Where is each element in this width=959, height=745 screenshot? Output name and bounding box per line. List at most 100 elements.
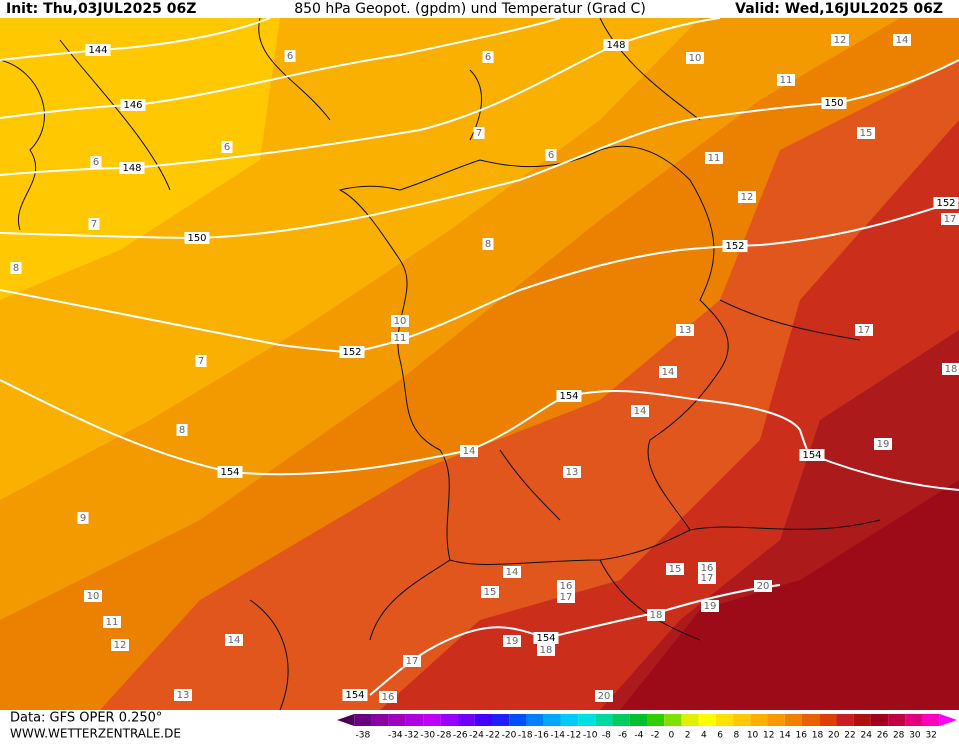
scale-label: -30 <box>420 731 435 741</box>
temperature-label: 13 <box>566 467 579 478</box>
temperature-label: 18 <box>650 610 663 621</box>
temperature-label: 15 <box>484 587 497 598</box>
geopotential-label: 146 <box>123 100 142 111</box>
scale-swatch <box>544 714 561 726</box>
scale-swatch <box>475 714 492 726</box>
geopotential-label: 154 <box>802 450 821 461</box>
scale-label: -2 <box>651 731 660 741</box>
scale-label: -26 <box>453 731 468 741</box>
temperature-label: 20 <box>757 581 770 592</box>
geopotential-label: 144 <box>88 45 107 56</box>
temperature-label: 19 <box>704 601 717 612</box>
scale-swatch <box>819 714 836 726</box>
valid-time: Valid: Wed,16JUL2025 06Z <box>735 1 943 17</box>
temperature-label: 12 <box>114 640 127 651</box>
scale-swatch <box>526 714 543 726</box>
scale-label: 18 <box>812 731 824 741</box>
scale-swatch <box>440 714 457 726</box>
scale-swatch <box>630 714 647 726</box>
scale-swatch <box>647 714 664 726</box>
geopotential-label: 148 <box>606 40 625 51</box>
scale-swatch <box>458 714 475 726</box>
temperature-label: 16 <box>560 581 573 592</box>
scale-swatch <box>699 714 716 726</box>
scale-label: 0 <box>668 731 674 741</box>
scale-label: 12 <box>763 731 774 741</box>
scale-swatch <box>354 714 371 726</box>
geopotential-label: 154 <box>345 690 364 701</box>
scale-label: 10 <box>747 731 759 741</box>
temperature-label: 13 <box>177 690 190 701</box>
scale-label: 6 <box>717 731 723 741</box>
scale-label: -12 <box>567 731 582 741</box>
temperature-label: 13 <box>679 325 692 336</box>
map-area <box>0 18 959 741</box>
temperature-label: 17 <box>701 573 714 584</box>
scale-swatch <box>802 714 819 726</box>
scale-label: 32 <box>925 731 936 741</box>
geopotential-label: 152 <box>936 198 955 209</box>
temperature-label: 16 <box>382 692 395 703</box>
temperature-label: 14 <box>634 406 647 417</box>
scale-label: -6 <box>618 731 627 741</box>
scale-label: -22 <box>485 731 500 741</box>
temperature-label: 6 <box>287 51 293 62</box>
scale-label: -32 <box>404 731 419 741</box>
data-source: Data: GFS OPER 0.250° <box>10 711 162 726</box>
temperature-label: 11 <box>708 153 721 164</box>
temperature-label: 11 <box>780 75 793 86</box>
scale-label: -18 <box>518 731 533 741</box>
scale-swatch <box>923 714 940 726</box>
scale-label: 22 <box>844 731 855 741</box>
geopotential-label: 154 <box>559 391 578 402</box>
scale-label: 4 <box>701 731 707 741</box>
temperature-label: 10 <box>689 53 702 64</box>
scale-swatch <box>681 714 698 726</box>
temperature-label: 6 <box>548 150 554 161</box>
temperature-label: 6 <box>224 142 230 153</box>
temperature-label: 6 <box>485 52 491 63</box>
temperature-label: 14 <box>463 446 476 457</box>
init-time: Init: Thu,03JUL2025 06Z <box>6 1 196 17</box>
temperature-label: 14 <box>506 567 519 578</box>
temperature-label: 14 <box>896 35 909 46</box>
geopotential-label: 150 <box>187 233 206 244</box>
scale-swatch <box>854 714 871 726</box>
scale-label: 8 <box>733 731 739 741</box>
scale-swatch <box>406 714 423 726</box>
scale-label: 2 <box>685 731 691 741</box>
temperature-label: 11 <box>106 617 119 628</box>
temperature-label: 8 <box>179 425 185 436</box>
scale-label: -34 <box>388 731 403 741</box>
scale-label: 16 <box>796 731 808 741</box>
geopotential-label: 150 <box>824 98 843 109</box>
scale-swatch <box>613 714 630 726</box>
scale-label: 20 <box>828 731 840 741</box>
scale-swatch <box>561 714 578 726</box>
temperature-label: 8 <box>485 239 491 250</box>
scale-swatch <box>888 714 905 726</box>
scale-swatch <box>785 714 802 726</box>
temperature-label: 12 <box>741 192 754 203</box>
temperature-label: 17 <box>944 214 957 225</box>
scale-label: -20 <box>502 731 517 741</box>
temperature-label: 19 <box>877 439 890 450</box>
temperature-label: 14 <box>662 367 675 378</box>
scale-label: -16 <box>534 731 549 741</box>
temperature-label: 7 <box>91 219 97 230</box>
temperature-label: 7 <box>198 356 204 367</box>
scale-swatch <box>871 714 888 726</box>
temperature-label: 17 <box>858 325 871 336</box>
scale-swatch <box>768 714 785 726</box>
scale-swatch <box>836 714 853 726</box>
scale-swatch <box>509 714 526 726</box>
scale-swatch <box>664 714 681 726</box>
scale-swatch <box>371 714 388 726</box>
geopotential-label: 154 <box>220 467 239 478</box>
temperature-label: 18 <box>945 364 958 375</box>
temperature-label: 17 <box>560 592 573 603</box>
scale-label: 24 <box>860 731 872 741</box>
geopotential-label: 152 <box>342 347 361 358</box>
temperature-label: 14 <box>228 635 241 646</box>
scale-label: 26 <box>877 731 889 741</box>
